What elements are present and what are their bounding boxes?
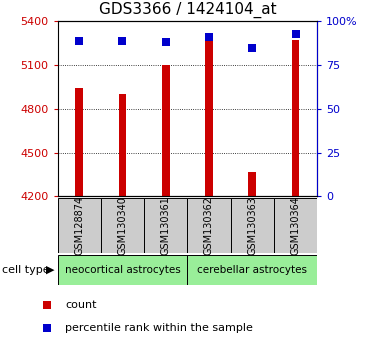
Bar <box>58 198 101 253</box>
Point <box>44 325 50 331</box>
Point <box>206 34 212 40</box>
Point <box>119 38 125 43</box>
Bar <box>231 198 274 253</box>
Bar <box>274 198 317 253</box>
Text: GSM130363: GSM130363 <box>247 196 257 255</box>
Text: GSM130364: GSM130364 <box>290 196 301 255</box>
Point <box>249 45 255 50</box>
Text: ▶: ▶ <box>46 265 55 275</box>
Bar <box>119 94 126 196</box>
Text: percentile rank within the sample: percentile rank within the sample <box>65 323 253 333</box>
Point <box>293 31 299 36</box>
Text: count: count <box>65 300 97 310</box>
Bar <box>249 172 256 196</box>
Text: GSM130361: GSM130361 <box>161 196 171 255</box>
Title: GDS3366 / 1424104_at: GDS3366 / 1424104_at <box>99 2 276 18</box>
Bar <box>162 65 170 196</box>
Text: GSM130340: GSM130340 <box>118 196 127 255</box>
Bar <box>144 198 187 253</box>
Text: cell type: cell type <box>2 265 49 275</box>
Bar <box>75 88 83 196</box>
Text: neocortical astrocytes: neocortical astrocytes <box>65 265 180 275</box>
Text: GSM128874: GSM128874 <box>74 196 84 255</box>
Bar <box>101 198 144 253</box>
Point <box>163 39 169 45</box>
Bar <box>292 40 299 196</box>
Bar <box>58 255 187 285</box>
Bar <box>187 255 317 285</box>
Bar <box>187 198 231 253</box>
Text: GSM130362: GSM130362 <box>204 196 214 255</box>
Bar <box>205 40 213 196</box>
Point <box>44 302 50 308</box>
Text: cerebellar astrocytes: cerebellar astrocytes <box>197 265 307 275</box>
Point <box>76 38 82 43</box>
